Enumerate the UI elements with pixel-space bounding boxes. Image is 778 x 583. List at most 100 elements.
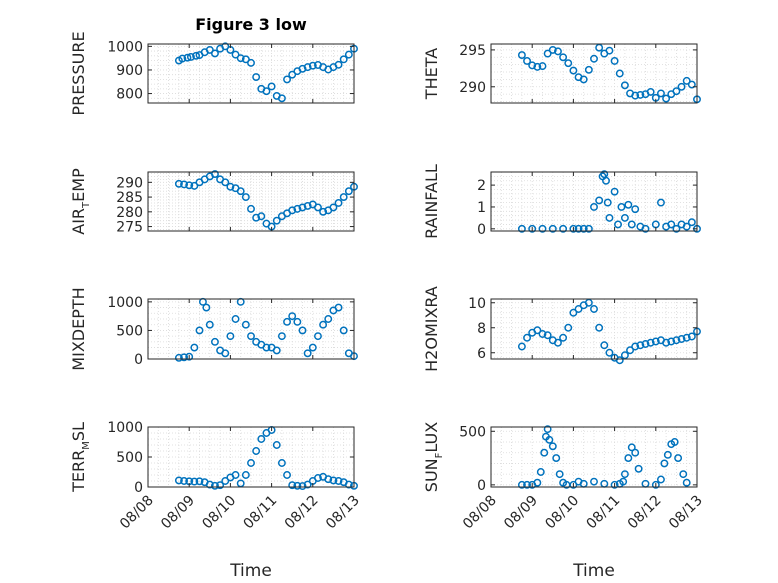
y-tick-label: 0: [134, 480, 143, 496]
y-tick-label: 1000: [107, 420, 143, 436]
data-point: [293, 317, 302, 326]
y-tick-label: 280: [116, 205, 143, 221]
data-point: [183, 53, 192, 62]
data-point: [211, 337, 219, 346]
data-point: [619, 477, 628, 486]
data-point: [257, 435, 266, 443]
data-point: [308, 61, 317, 70]
data-point: [288, 206, 297, 215]
data-point: [298, 64, 307, 73]
data-point: [288, 70, 297, 79]
data-point: [651, 337, 660, 346]
y-axis-label-main: TERR: [69, 450, 88, 493]
data-point: [180, 180, 189, 189]
data-point: [303, 349, 312, 358]
y-tick-label: 0: [477, 478, 486, 494]
data-point: [308, 343, 317, 352]
y-axis-label-main: RAINFALL: [422, 164, 441, 239]
data-point: [272, 216, 281, 225]
data-point: [536, 468, 545, 476]
data-point: [620, 470, 629, 479]
data-point: [543, 331, 552, 340]
data-point: [682, 76, 691, 85]
data-point: [657, 198, 665, 207]
data-point: [174, 179, 183, 188]
data-point: [631, 448, 640, 457]
y-axis-label: MIXDEPTH: [69, 287, 88, 370]
x-tick-label: 08/11: [241, 493, 281, 533]
axes-box: [490, 426, 698, 488]
y-tick-label: 1000: [107, 295, 143, 311]
data-point: [257, 212, 266, 221]
data-point: [303, 480, 312, 489]
data-point: [262, 343, 271, 352]
y-tick-label: 900: [116, 63, 143, 79]
data-point: [517, 342, 526, 351]
data-point: [620, 351, 629, 360]
data-point: [298, 482, 307, 491]
y-axis-label-main: MIXDEPTH: [69, 287, 88, 370]
data-point: [303, 63, 312, 72]
data-point: [247, 332, 255, 341]
data-point: [319, 320, 328, 329]
data-point: [283, 317, 291, 326]
data-point: [605, 348, 614, 357]
data-point: [610, 187, 619, 196]
data-point: [663, 450, 672, 459]
data-point: [334, 477, 343, 485]
data-point: [319, 207, 328, 216]
data-point: [339, 193, 348, 202]
data-point: [185, 181, 194, 190]
data-point: [205, 320, 214, 329]
axes-box: [147, 298, 355, 360]
data-point: [247, 58, 255, 67]
data-point: [533, 62, 542, 71]
data-point: [236, 187, 245, 196]
data-point: [195, 326, 204, 335]
data-point: [545, 435, 554, 444]
data-point: [636, 90, 645, 99]
data-point: [517, 224, 526, 233]
data-point: [267, 82, 276, 91]
y-axis-label-rest: SL: [69, 422, 88, 441]
data-point: [687, 80, 696, 89]
data-point: [548, 224, 557, 233]
x-tick-label: 08/09: [158, 493, 198, 533]
data-point: [605, 213, 614, 222]
data-point: [584, 65, 593, 74]
data-point: [627, 220, 636, 229]
data-point: [252, 447, 261, 455]
x-tick-label: 08/09: [501, 493, 541, 533]
subplot-sun-flux: 0 500 08/08 08/09 08/10 08/11 08/12 08/13 SUNFLU…: [422, 422, 706, 533]
subplot-h2omixra: 6 8 10 H2OMIXRA: [422, 286, 701, 372]
data-point: [579, 224, 588, 233]
data-point: [646, 87, 655, 96]
data-point: [682, 478, 691, 487]
data-point: [344, 50, 353, 59]
x-tick-label: 08/10: [542, 493, 582, 533]
data-point: [277, 459, 286, 467]
data-point: [178, 54, 187, 63]
data-point: [617, 203, 626, 211]
data-point: [631, 205, 640, 214]
data-point: [211, 49, 219, 58]
data-point: [252, 213, 261, 222]
data-point: [221, 477, 230, 485]
data-point: [190, 343, 199, 352]
data-point: [226, 332, 235, 341]
x-tick-label: 08/08: [460, 493, 500, 533]
subplot-mixdepth: 0 500 1000 MIXDEPTH: [69, 287, 358, 371]
data-point: [538, 330, 547, 338]
y-axis-label: AIRTEMP: [69, 168, 92, 235]
y-tick-label: 290: [116, 175, 143, 191]
y-tick-label: 0: [477, 222, 486, 238]
data-point: [657, 89, 665, 98]
data-point: [303, 201, 312, 210]
data-point: [180, 353, 189, 362]
data-point: [236, 54, 245, 63]
data-point: [548, 45, 557, 54]
y-axis-label-main: THETA: [422, 48, 441, 100]
data-point: [646, 338, 655, 347]
data-point: [590, 203, 598, 211]
